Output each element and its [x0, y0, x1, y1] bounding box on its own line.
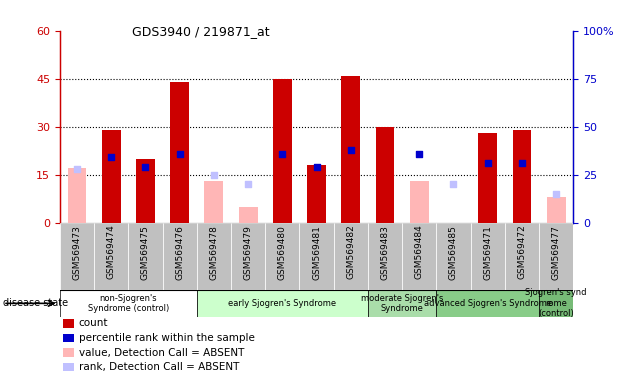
- Text: GSM569485: GSM569485: [449, 225, 458, 280]
- Point: [140, 164, 151, 170]
- Bar: [334, 223, 368, 290]
- Bar: [205, 181, 223, 223]
- Bar: [265, 223, 299, 290]
- Point: [72, 166, 82, 172]
- Text: percentile rank within the sample: percentile rank within the sample: [79, 333, 255, 343]
- Point: [449, 181, 459, 187]
- Bar: [129, 223, 163, 290]
- Text: non-Sjogren's
Syndrome (control): non-Sjogren's Syndrome (control): [88, 294, 169, 313]
- Point: [517, 160, 527, 166]
- Bar: [539, 290, 573, 317]
- Bar: [231, 223, 265, 290]
- Bar: [136, 159, 155, 223]
- Bar: [94, 223, 129, 290]
- Bar: [273, 79, 292, 223]
- Point: [209, 172, 219, 178]
- Bar: [478, 133, 497, 223]
- Point: [483, 160, 493, 166]
- Bar: [513, 130, 531, 223]
- Bar: [60, 290, 197, 317]
- Text: GSM569478: GSM569478: [209, 225, 219, 280]
- Bar: [547, 197, 566, 223]
- Bar: [505, 223, 539, 290]
- Bar: [197, 290, 368, 317]
- Bar: [163, 223, 197, 290]
- Text: rank, Detection Call = ABSENT: rank, Detection Call = ABSENT: [79, 362, 239, 372]
- Bar: [102, 130, 120, 223]
- Bar: [60, 223, 94, 290]
- Bar: [402, 223, 437, 290]
- Text: GSM569471: GSM569471: [483, 225, 492, 280]
- Bar: [410, 181, 428, 223]
- Point: [346, 147, 356, 153]
- Bar: [375, 127, 394, 223]
- Text: value, Detection Call = ABSENT: value, Detection Call = ABSENT: [79, 348, 244, 358]
- Text: GSM569481: GSM569481: [312, 225, 321, 280]
- Text: GDS3940 / 219871_at: GDS3940 / 219871_at: [132, 25, 270, 38]
- Bar: [197, 223, 231, 290]
- Text: GSM569482: GSM569482: [346, 225, 355, 280]
- Text: GSM569480: GSM569480: [278, 225, 287, 280]
- Bar: [170, 82, 189, 223]
- Bar: [307, 165, 326, 223]
- Text: moderate Sjogren's
Syndrome: moderate Sjogren's Syndrome: [361, 294, 444, 313]
- Text: GSM569474: GSM569474: [106, 225, 116, 280]
- Text: GSM569477: GSM569477: [552, 225, 561, 280]
- Bar: [437, 290, 539, 317]
- Point: [175, 151, 185, 157]
- Text: GSM569472: GSM569472: [517, 225, 527, 280]
- Point: [106, 154, 116, 161]
- Text: disease state: disease state: [3, 298, 68, 308]
- Bar: [341, 76, 360, 223]
- Bar: [437, 223, 471, 290]
- Bar: [368, 290, 437, 317]
- Text: Sjogren's synd
rome
(control): Sjogren's synd rome (control): [525, 288, 587, 318]
- Text: count: count: [79, 318, 108, 328]
- Bar: [67, 168, 86, 223]
- Text: GSM569475: GSM569475: [141, 225, 150, 280]
- Text: advanced Sjogren's Syndrome: advanced Sjogren's Syndrome: [423, 299, 552, 308]
- Point: [551, 191, 561, 197]
- Point: [311, 164, 321, 170]
- Bar: [539, 223, 573, 290]
- Text: GSM569484: GSM569484: [415, 225, 424, 280]
- Text: GSM569476: GSM569476: [175, 225, 184, 280]
- Text: GSM569479: GSM569479: [244, 225, 253, 280]
- Text: GSM569473: GSM569473: [72, 225, 81, 280]
- Point: [243, 181, 253, 187]
- Bar: [471, 223, 505, 290]
- Bar: [299, 223, 334, 290]
- Point: [414, 151, 424, 157]
- Bar: [239, 207, 258, 223]
- Point: [277, 151, 287, 157]
- Text: GSM569483: GSM569483: [381, 225, 389, 280]
- Bar: [368, 223, 402, 290]
- Text: early Sjogren's Syndrome: early Sjogren's Syndrome: [228, 299, 336, 308]
